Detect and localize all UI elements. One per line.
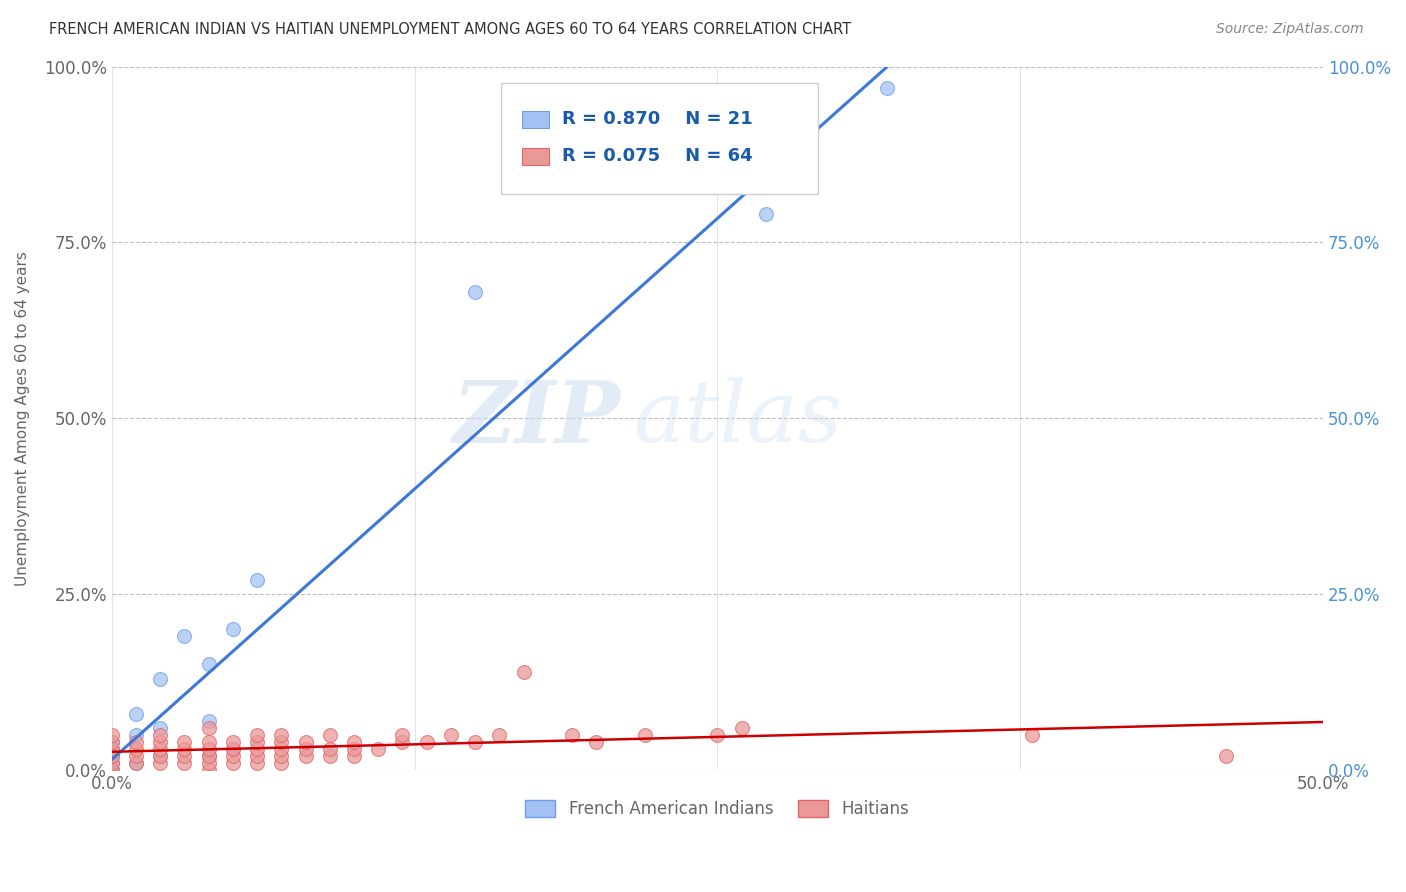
Point (125, 742, 148, 756)
Point (100, 742, 122, 756)
Point (173, 742, 195, 756)
Point (343, 735, 366, 749)
Point (876, 80, 898, 95)
Point (343, 742, 366, 756)
Point (125, 728, 148, 742)
Text: atlas: atlas (633, 377, 842, 459)
Point (149, 721, 172, 735)
Point (246, 742, 269, 756)
Point (270, 742, 292, 756)
Point (1215, 748, 1237, 763)
Point (222, 742, 245, 756)
Point (1021, 728, 1043, 742)
Point (100, 728, 122, 742)
Point (197, 748, 219, 763)
Point (294, 742, 316, 756)
Text: R = 0.870    N = 21: R = 0.870 N = 21 (561, 111, 752, 128)
Point (464, 285, 486, 299)
Point (125, 756, 148, 770)
Legend: French American Indians, Haitians: French American Indians, Haitians (519, 794, 917, 825)
Point (561, 728, 583, 742)
Point (197, 657, 219, 672)
Point (319, 728, 342, 742)
Point (270, 735, 292, 749)
Point (246, 756, 269, 770)
Point (222, 756, 245, 770)
Point (222, 748, 245, 763)
Point (415, 735, 437, 749)
Point (173, 748, 195, 763)
Point (100, 742, 122, 756)
Point (246, 748, 269, 763)
Point (100, 763, 122, 777)
Point (440, 728, 463, 742)
Point (197, 748, 219, 763)
Point (222, 623, 245, 637)
Text: FRENCH AMERICAN INDIAN VS HAITIAN UNEMPLOYMENT AMONG AGES 60 TO 64 YEARS CORRELA: FRENCH AMERICAN INDIAN VS HAITIAN UNEMPL… (49, 22, 852, 37)
Point (149, 672, 172, 686)
Point (731, 721, 754, 735)
Point (222, 735, 245, 749)
Point (391, 728, 413, 742)
Point (125, 735, 148, 749)
Point (270, 728, 292, 742)
Point (125, 756, 148, 770)
Point (149, 748, 172, 763)
Point (173, 629, 195, 643)
Point (294, 735, 316, 749)
Point (270, 748, 292, 763)
Point (319, 748, 342, 763)
Point (100, 748, 122, 763)
Point (125, 706, 148, 721)
Point (246, 728, 269, 742)
Point (222, 742, 245, 756)
Point (197, 721, 219, 735)
Point (512, 665, 534, 679)
Text: ZIP: ZIP (453, 376, 620, 460)
Y-axis label: Unemployment Among Ages 60 to 64 years: Unemployment Among Ages 60 to 64 years (15, 251, 30, 586)
Point (149, 735, 172, 749)
Point (197, 742, 219, 756)
Point (634, 728, 657, 742)
Point (100, 735, 122, 749)
Point (197, 756, 219, 770)
Point (197, 763, 219, 777)
Point (391, 735, 413, 749)
Point (246, 573, 269, 587)
Point (149, 756, 172, 770)
Point (173, 735, 195, 749)
Point (464, 735, 486, 749)
Point (706, 728, 728, 742)
Point (319, 742, 342, 756)
Point (343, 748, 366, 763)
Point (149, 728, 172, 742)
Point (488, 728, 510, 742)
Point (197, 714, 219, 728)
Point (294, 748, 316, 763)
Point (197, 735, 219, 749)
Point (149, 742, 172, 756)
Point (246, 735, 269, 749)
Point (100, 763, 122, 777)
Point (149, 748, 172, 763)
Point (100, 735, 122, 749)
Point (367, 742, 389, 756)
Point (100, 756, 122, 770)
Point (125, 748, 148, 763)
Text: R = 0.075    N = 64: R = 0.075 N = 64 (561, 147, 752, 165)
Point (100, 756, 122, 770)
Point (585, 735, 607, 749)
Point (270, 756, 292, 770)
Point (755, 207, 778, 221)
Point (100, 748, 122, 763)
Text: Source: ZipAtlas.com: Source: ZipAtlas.com (1216, 22, 1364, 37)
Point (100, 763, 122, 777)
Point (173, 756, 195, 770)
